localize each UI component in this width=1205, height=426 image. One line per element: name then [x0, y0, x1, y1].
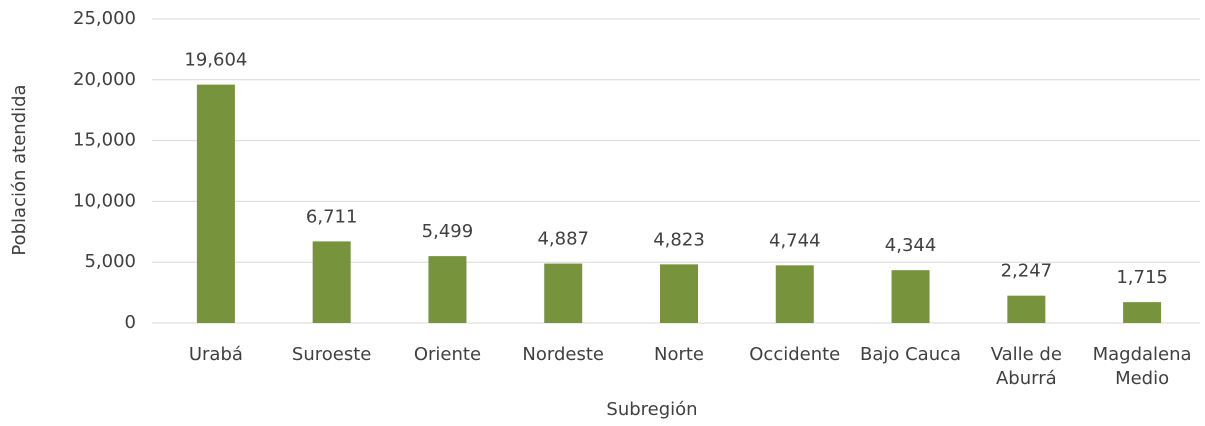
y-axis-title: Población atendida	[9, 84, 30, 255]
bar	[1007, 295, 1046, 323]
x-tick-label: Norte	[653, 344, 704, 365]
x-tick-label: Occidente	[749, 344, 841, 365]
bar	[428, 256, 467, 323]
value-label: 4,344	[885, 235, 937, 256]
x-tick-label: Urabá	[188, 344, 243, 365]
bar	[775, 265, 814, 323]
y-tick-label: 25,000	[73, 8, 136, 29]
value-label: 4,887	[537, 229, 589, 250]
value-label: 4,744	[769, 230, 821, 251]
value-label: 6,711	[306, 206, 358, 227]
value-label: 19,604	[184, 50, 247, 71]
value-label: 2,247	[1001, 261, 1053, 282]
bar	[196, 84, 235, 323]
bar	[660, 264, 698, 323]
x-tick-label: Bajo Cauca	[860, 344, 962, 365]
y-tick-label: 20,000	[73, 69, 136, 90]
x-tick-label: Suroeste	[291, 344, 372, 365]
bar	[544, 263, 583, 323]
y-tick-label: 10,000	[73, 190, 136, 211]
value-label: 5,499	[422, 221, 474, 242]
bar	[312, 241, 351, 323]
y-tick-label: 0	[125, 312, 136, 333]
y-tick-label: 15,000	[73, 130, 136, 151]
x-axis-title: Subregión	[606, 399, 697, 420]
value-label: 4,823	[653, 229, 705, 250]
x-tick-label: Nordeste	[522, 344, 604, 365]
y-tick-label: 5,000	[84, 251, 136, 272]
value-label: 1,715	[1116, 267, 1168, 288]
x-tick-label: Oriente	[413, 344, 482, 365]
x-tick-label: Magdalena Medio	[1092, 344, 1192, 389]
bar	[891, 270, 930, 323]
x-tick-label: Valle de Aburrá	[990, 344, 1062, 389]
bar	[1123, 302, 1162, 323]
